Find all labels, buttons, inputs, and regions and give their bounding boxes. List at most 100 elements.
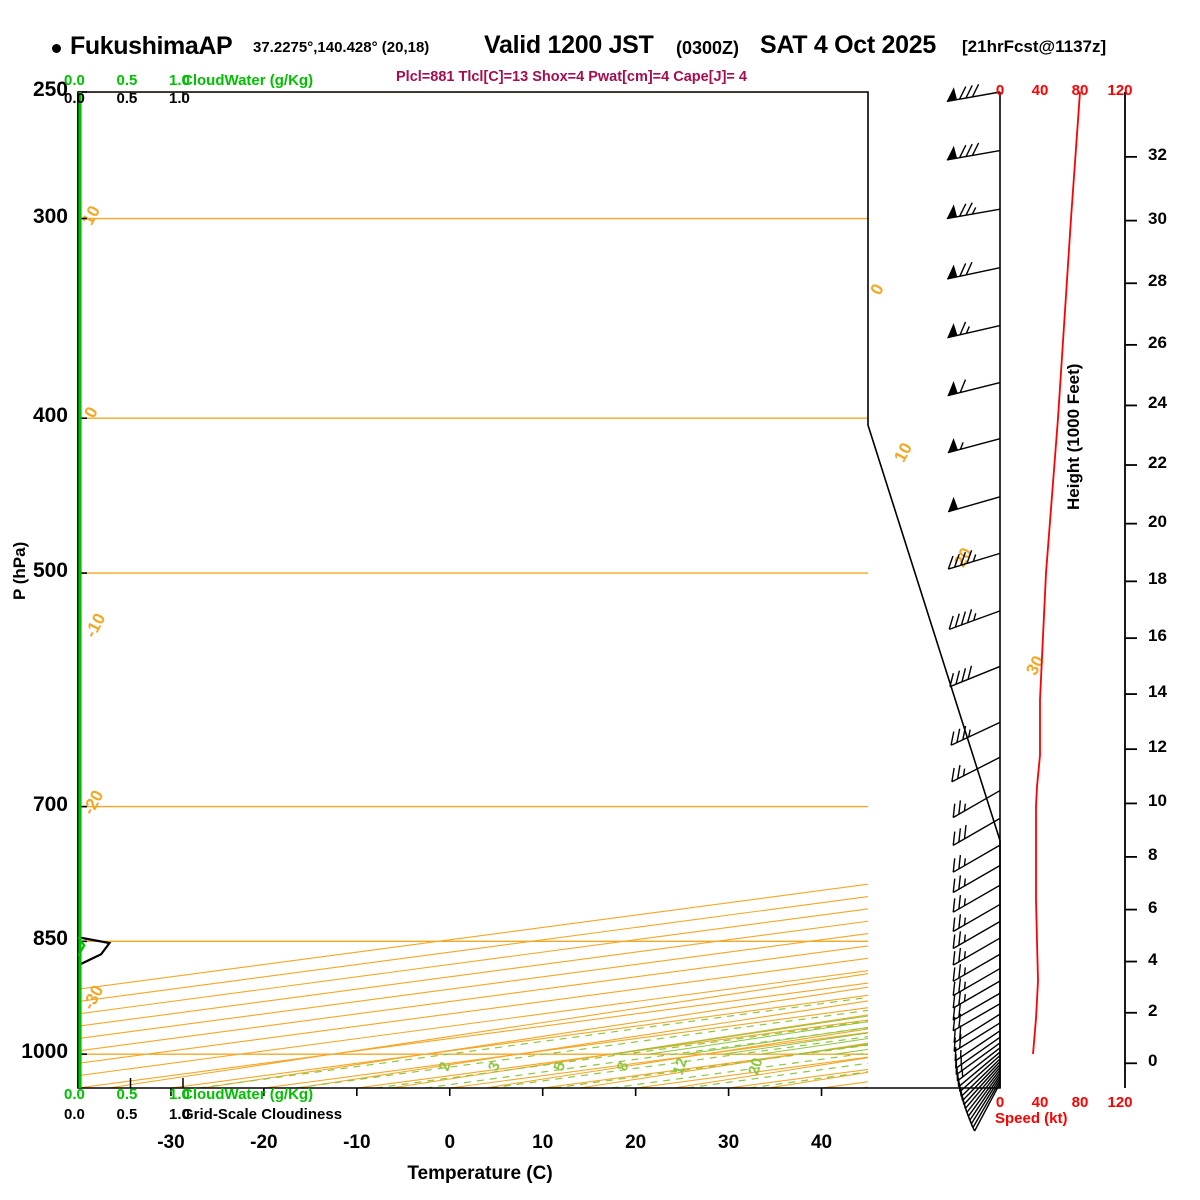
speed-tick-bottom-40: 40 <box>1031 1094 1049 1111</box>
temperature-tick--20: -20 <box>250 1132 278 1153</box>
cloudwater-tick-top-0: 0.0 <box>64 72 85 89</box>
wind-barb <box>946 142 1001 161</box>
sounding-parameters: Plcl=881 Tlcl[C]=13 Shox=4 Pwat[cm]=4 Ca… <box>396 69 747 85</box>
svg-text:0: 0 <box>867 281 888 298</box>
wind-barb <box>947 321 1001 339</box>
cloudiness-tick-bottom-2: 1.0 <box>169 1106 190 1123</box>
wind-barb <box>952 920 1001 950</box>
height-tick-26: 26 <box>1148 332 1167 352</box>
wind-barb <box>952 817 1001 847</box>
cloudiness-tick-bottom-0: 0.0 <box>64 1106 85 1123</box>
speed-tick-bottom-0: 0 <box>995 1094 1005 1111</box>
wind-barb <box>947 496 1001 513</box>
wind-barb <box>970 1083 1001 1132</box>
cloudwater-tick-top-2: 1.0 <box>169 72 190 89</box>
svg-text:12: 12 <box>670 1056 691 1077</box>
wind-barb <box>951 756 1001 783</box>
plot-frame <box>77 91 1001 1096</box>
height-tick-0: 0 <box>1148 1051 1158 1071</box>
speed-tick-bottom-80: 80 <box>1071 1094 1089 1111</box>
height-tick-24: 24 <box>1148 393 1167 413</box>
height-tick-14: 14 <box>1148 682 1167 702</box>
valid-time-zulu: (0300Z) <box>676 38 740 58</box>
height-tick-8: 8 <box>1148 844 1158 864</box>
height-tick-2: 2 <box>1148 1000 1158 1020</box>
temperature-tick-30: 30 <box>718 1132 740 1153</box>
wind-barb <box>952 844 1001 873</box>
svg-text:20: 20 <box>745 1056 766 1077</box>
wind-barb <box>952 953 1001 982</box>
temperature-trace <box>1065 92 1200 1037</box>
wind-barb <box>947 437 1001 454</box>
pressure-tick-500: 500 <box>32 559 68 583</box>
cloud-scale-bottom <box>77 1078 184 1088</box>
height-tick-20: 20 <box>1148 511 1167 531</box>
cloudiness-tick-top-2: 1.0 <box>169 90 190 107</box>
grid-lines <box>78 92 868 1088</box>
height-tick-18: 18 <box>1148 569 1167 589</box>
pressure-tick-850: 850 <box>32 927 68 951</box>
cloud-profiles <box>78 92 112 1088</box>
height-tick-4: 4 <box>1148 949 1158 969</box>
height-tick-16: 16 <box>1148 626 1167 646</box>
wind-speed-trace <box>1032 91 1081 1055</box>
station-marker-dot <box>52 44 61 53</box>
svg-text:-20: -20 <box>79 787 107 818</box>
wind-barb <box>950 721 1001 746</box>
wind-barb <box>947 261 1001 280</box>
temperature-tick-40: 40 <box>810 1132 833 1153</box>
speed-tick-top-120: 120 <box>1107 82 1133 99</box>
height-axis <box>1124 92 1137 1088</box>
height-tick-28: 28 <box>1148 271 1167 291</box>
valid-time: Valid 1200 JST <box>484 31 654 59</box>
speed-tick-bottom-120: 120 <box>1107 1094 1133 1111</box>
pressure-tick-250: 250 <box>32 78 68 101</box>
cloudiness-tick-bottom-1: 0.5 <box>116 1106 138 1123</box>
svg-text:-30: -30 <box>79 982 107 1013</box>
height-tick-6: 6 <box>1148 897 1158 917</box>
pressure-axis-title: P (hPa) <box>10 541 29 600</box>
temperature-axis-title: Temperature (C) <box>407 1163 553 1184</box>
svg-text:-10: -10 <box>81 610 109 641</box>
wind-barb <box>952 903 1001 933</box>
height-tick-12: 12 <box>1148 737 1167 757</box>
cloudwater-top-legend: CloudWater (g/Kg) <box>182 72 314 89</box>
cloudwater-bottom-legend: CloudWater (g/Kg) <box>182 1086 314 1103</box>
height-tick-30: 30 <box>1148 208 1167 228</box>
height-tick-22: 22 <box>1148 453 1167 473</box>
svg-text:2: 2 <box>436 1060 455 1073</box>
cloudwater-tick-top-1: 0.5 <box>116 72 138 89</box>
height-axis-title: Height (1000 Feet) <box>1064 363 1083 510</box>
svg-text:30: 30 <box>1022 653 1048 679</box>
wind-barb <box>952 884 1001 913</box>
pressure-tick-700: 700 <box>32 792 68 816</box>
wind-barb <box>947 379 1001 397</box>
temperature-tick--10: -10 <box>343 1132 371 1153</box>
station-coordinates: 37.2275°,140.428° (20,18) <box>253 39 430 56</box>
wind-barb <box>949 665 1001 688</box>
cloudwater-tick-bottom-2: 1.0 <box>169 1086 190 1103</box>
cloudwater-tick-bottom-0: 0.0 <box>64 1086 85 1103</box>
temperature-tick-0: 0 <box>444 1132 456 1153</box>
pressure-tick-400: 400 <box>32 404 68 428</box>
cloud-scale-top <box>77 92 184 102</box>
wind-barb-column <box>946 84 1001 1132</box>
wind-barb <box>952 992 1001 1021</box>
speed-axis-title: Speed (kt) <box>995 1110 1068 1127</box>
cloudiness-bottom-legend: Grid-Scale Cloudiness <box>182 1106 343 1123</box>
height-tick-10: 10 <box>1148 791 1167 811</box>
pressure-tick-1000: 1000 <box>21 1040 68 1064</box>
svg-text:10: 10 <box>78 203 104 229</box>
wind-barb <box>952 937 1001 966</box>
forecast-hour-label: [21hrFcst@1137z] <box>962 37 1107 56</box>
wind-barb <box>948 609 1001 631</box>
wind-barb <box>946 202 1001 220</box>
cloudiness-tick-top-0: 0.0 <box>64 90 85 107</box>
speed-tick-top-0: 0 <box>995 82 1005 99</box>
cloudwater-tick-bottom-1: 0.5 <box>116 1086 138 1103</box>
wind-barb <box>953 1022 1001 1053</box>
temperature-surface-dot <box>1057 1029 1073 1045</box>
speed-tick-top-40: 40 <box>1031 82 1049 99</box>
